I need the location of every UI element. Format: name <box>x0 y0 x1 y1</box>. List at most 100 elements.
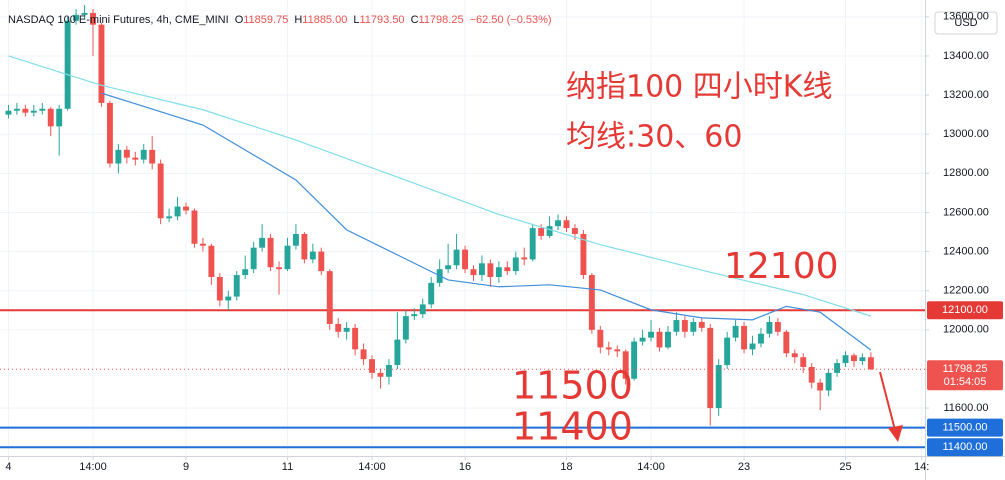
candle-body <box>487 263 494 278</box>
level-label-box <box>927 418 1003 437</box>
ohlc-value: 11859.75 <box>243 14 288 26</box>
candle-body <box>157 163 164 219</box>
candle-body <box>665 331 671 348</box>
x-tick-label: 25 <box>839 461 851 473</box>
candle-body <box>22 108 29 113</box>
candle-body <box>859 357 866 362</box>
title: NASDAQ 100 E-mini Futures, 4h, CME_MINI <box>8 14 229 26</box>
candle-body <box>698 321 705 328</box>
candle-body <box>529 228 536 260</box>
ohlc-value: 11885.00 <box>302 14 347 26</box>
candle-body <box>183 206 189 211</box>
candle-body <box>385 365 392 377</box>
candle-body <box>808 366 815 383</box>
last-price-label: 11798.25 <box>942 363 987 375</box>
candle-body <box>98 24 105 103</box>
candle-body <box>402 316 409 340</box>
candle-body <box>504 267 511 272</box>
candle-body <box>81 12 88 15</box>
level-label: 11500.00 <box>942 422 987 434</box>
candle-body <box>749 343 756 350</box>
candle-body <box>867 357 874 370</box>
candle-body <box>301 233 308 260</box>
candle-body <box>360 349 367 360</box>
last-price-box <box>927 360 1003 391</box>
candle-body <box>335 323 342 332</box>
ohlc-key: L <box>353 14 359 26</box>
candle-body <box>5 110 12 115</box>
candle-body <box>495 267 502 278</box>
countdown: 01:54:05 <box>944 376 987 388</box>
candle-body <box>250 247 257 270</box>
y-tick-label: 12600.00 <box>943 206 989 218</box>
y-tick-label: 13200.00 <box>943 89 989 101</box>
candle-body <box>690 321 697 332</box>
y-tick-label: 13400.00 <box>943 50 989 62</box>
candle-body <box>149 149 156 164</box>
candle-body <box>419 304 426 315</box>
candle-body <box>766 321 773 334</box>
moving-average <box>8 55 872 317</box>
x-tick-label: 9 <box>183 461 189 473</box>
candle-body <box>343 327 350 332</box>
level-label: 12100.00 <box>942 304 988 316</box>
y-tick-label: 13600.00 <box>943 11 989 23</box>
currency: USD <box>954 17 977 29</box>
x-tick-label: 4 <box>5 461 11 473</box>
candle-body <box>580 233 587 276</box>
x-tick-label: 14:00 <box>637 461 665 473</box>
candle-body <box>462 249 468 270</box>
candle-body <box>453 249 460 266</box>
candle-body <box>478 263 485 276</box>
candle-body <box>174 206 181 217</box>
candle-body <box>208 245 215 278</box>
candle-body <box>834 363 841 373</box>
candle-body <box>225 296 232 301</box>
currency-box <box>934 11 998 35</box>
ohlc-key: O <box>235 14 244 26</box>
candle-body <box>428 282 435 305</box>
x-tick-label: 11 <box>282 461 293 473</box>
candle-body <box>715 365 722 409</box>
candle-body <box>800 357 807 367</box>
candle-body <box>326 271 333 324</box>
annotation: 11500 <box>512 364 633 408</box>
candle-body <box>132 157 139 160</box>
candle-body <box>39 108 46 111</box>
ohlc-value: 11793.50 <box>359 14 404 26</box>
level-label: 11400.00 <box>942 441 987 453</box>
y-tick-label: 12000.00 <box>943 324 989 336</box>
candle-body <box>605 347 612 350</box>
arrow-shaft <box>879 371 896 431</box>
level-label-box <box>927 438 1003 457</box>
candle-body <box>673 320 680 332</box>
candle-body <box>555 220 562 227</box>
y-tick-label: 12800.00 <box>943 167 989 179</box>
candle-body <box>631 341 638 379</box>
candle-body <box>259 237 266 248</box>
candle-body <box>445 265 452 270</box>
ohlc-key: C <box>411 14 419 26</box>
arrow-head <box>888 425 903 442</box>
candle-body <box>774 321 781 332</box>
candle-body <box>64 20 71 109</box>
candle-body <box>318 251 325 272</box>
candle-body <box>166 216 173 219</box>
y-tick-label: 12400.00 <box>943 245 989 257</box>
candle-body <box>681 320 688 332</box>
candle-body <box>56 108 63 127</box>
change: −62.50 (−0.53%) <box>470 14 552 26</box>
candle-body <box>614 349 621 352</box>
candle-body <box>140 149 147 160</box>
x-tick-label: 14: <box>914 461 929 473</box>
candle-body <box>538 228 545 236</box>
candle-body <box>394 339 401 366</box>
candle-body <box>470 269 477 276</box>
candle-body <box>622 351 629 379</box>
level-label-box <box>927 301 1003 320</box>
x-tick-label: 16 <box>459 461 471 473</box>
candle-body <box>30 110 37 113</box>
candle-body <box>656 331 663 348</box>
x-tick-label: 18 <box>560 461 572 473</box>
